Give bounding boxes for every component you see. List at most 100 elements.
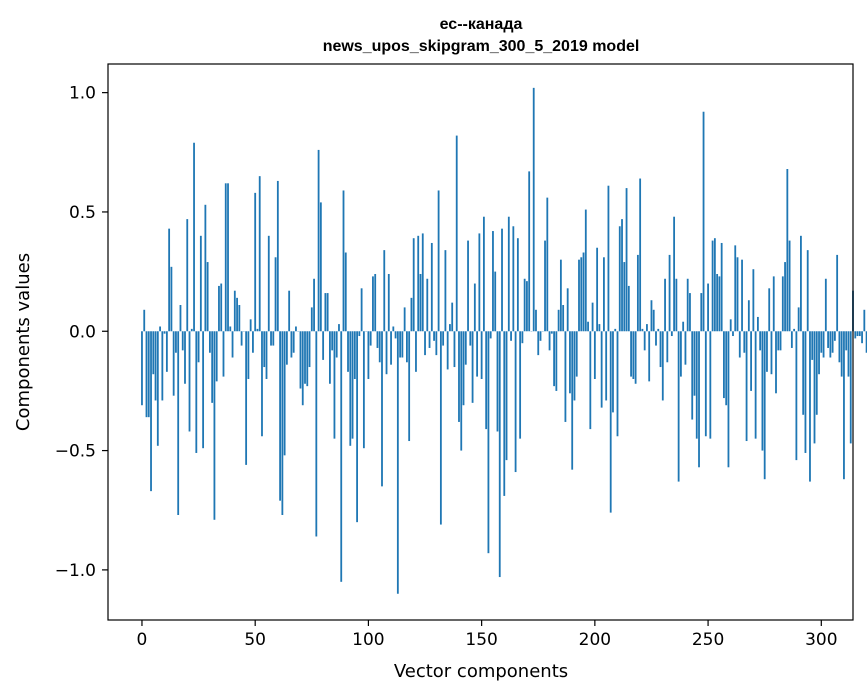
bar <box>193 142 195 332</box>
bar <box>537 331 540 356</box>
bar <box>609 331 612 513</box>
bar <box>141 331 143 406</box>
bar <box>546 197 549 332</box>
bar <box>621 219 623 332</box>
bar <box>274 257 277 332</box>
bar <box>256 328 259 332</box>
chart-title: ес--канада <box>440 16 523 33</box>
bar <box>222 331 225 377</box>
bar <box>362 331 365 449</box>
bar <box>469 331 472 346</box>
bar <box>317 149 320 332</box>
bar <box>861 331 863 344</box>
bar <box>600 331 603 408</box>
bar <box>367 331 370 379</box>
bar <box>559 259 562 332</box>
bar <box>818 331 820 375</box>
bar <box>777 331 780 351</box>
bar <box>444 250 447 332</box>
bar <box>476 331 479 377</box>
x-axis-label: Vector components <box>394 661 568 682</box>
bar <box>666 331 669 363</box>
bar <box>544 240 546 332</box>
bar <box>399 331 402 358</box>
bar <box>206 262 209 332</box>
bar <box>743 331 746 353</box>
bar <box>639 178 642 332</box>
bar <box>376 331 379 348</box>
bar <box>854 331 857 339</box>
bar <box>612 331 614 413</box>
bar <box>374 273 377 332</box>
bar <box>738 331 741 358</box>
bar <box>745 331 748 442</box>
bar <box>716 273 719 332</box>
bar <box>718 276 721 332</box>
y-tick-label: 0.0 <box>69 322 96 342</box>
bar <box>179 305 182 332</box>
bar <box>315 331 318 537</box>
bar <box>700 293 703 332</box>
bar <box>430 242 433 332</box>
bar <box>233 290 236 332</box>
bar <box>727 331 730 468</box>
bar <box>532 87 535 332</box>
bar <box>285 331 288 365</box>
bar <box>598 324 601 332</box>
bar <box>467 240 469 332</box>
bar <box>485 331 488 430</box>
bar <box>689 293 691 332</box>
bar <box>394 331 397 339</box>
bar <box>331 331 334 351</box>
bar <box>698 331 700 468</box>
bar <box>641 328 644 332</box>
bar <box>494 271 497 332</box>
bar <box>190 328 193 332</box>
chart-subtitle: news_upos_skipgram_300_5_2019 model <box>323 38 640 55</box>
bar <box>437 190 440 332</box>
bar <box>804 331 807 453</box>
bar <box>729 319 732 332</box>
bar <box>691 331 694 420</box>
bar <box>682 321 685 332</box>
bar <box>596 247 599 332</box>
bar <box>462 331 465 406</box>
y-tick-label: −1.0 <box>55 561 96 581</box>
bar <box>292 331 295 353</box>
bar <box>845 331 848 351</box>
bar <box>849 331 852 444</box>
bar <box>487 331 490 554</box>
bar <box>313 278 315 332</box>
y-tick-label: 0.5 <box>69 203 96 223</box>
bar <box>279 331 281 501</box>
bar <box>677 331 680 482</box>
bar <box>693 331 696 396</box>
x-tick-label: 150 <box>465 630 497 650</box>
bar <box>471 331 474 403</box>
bar <box>410 297 413 332</box>
bar <box>143 309 146 332</box>
bar <box>802 331 805 415</box>
bar <box>793 328 796 332</box>
bar <box>299 331 302 389</box>
bar <box>501 228 503 332</box>
bar <box>795 331 798 461</box>
bar <box>664 278 666 332</box>
bar <box>589 331 592 430</box>
bar <box>453 331 456 368</box>
bar <box>165 331 168 372</box>
bar <box>310 307 313 332</box>
bar <box>770 331 773 375</box>
bar <box>505 331 508 461</box>
bar <box>636 254 639 332</box>
bar <box>308 331 311 368</box>
bar <box>159 326 161 332</box>
bar <box>383 250 386 332</box>
x-tick-label: 250 <box>692 630 724 650</box>
bar <box>516 238 519 332</box>
bar <box>797 307 800 332</box>
bar <box>197 331 200 363</box>
bar <box>247 331 250 379</box>
bar <box>521 331 524 344</box>
x-axis: 0 50 100 150 200 250 300 <box>137 620 838 650</box>
